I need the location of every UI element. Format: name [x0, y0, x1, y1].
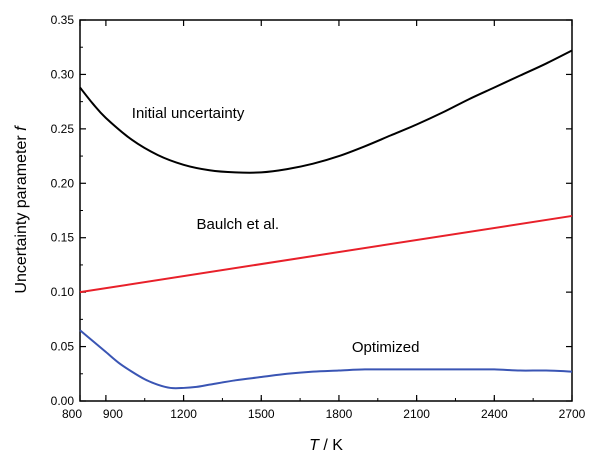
initial-uncertainty-line — [79, 49, 573, 174]
plot-frame — [79, 19, 573, 402]
x-axis-title: T / K — [309, 437, 343, 454]
y-tick-label: 0.00 — [51, 394, 75, 408]
x-tick-label: 1800 — [326, 407, 353, 421]
x-tick-label: 800 — [62, 407, 82, 421]
y-tick-label: 0.05 — [51, 340, 75, 354]
y-axis-variable: f — [13, 125, 30, 131]
x-tick-label: 1500 — [248, 407, 275, 421]
x-axis-unit: / K — [319, 437, 343, 454]
y-tick-label: 0.20 — [51, 176, 75, 190]
optimized-line — [79, 329, 573, 390]
initial-uncertainty-label: Initial uncertainty — [132, 105, 245, 122]
y-axis-title: Uncertainty parameter f — [13, 125, 30, 294]
y-tick-label: 0.15 — [51, 231, 75, 245]
y-tick-label: 0.30 — [51, 67, 75, 81]
y-tick-label: 0.25 — [51, 122, 75, 136]
baulch-line — [79, 214, 573, 294]
optimized-label: Optimized — [352, 339, 420, 356]
ticks: 800 900 1200 1500 1800 2100 2400 2700 0.00 0.05 0.… — [51, 13, 586, 421]
x-tick-label: 2700 — [559, 407, 586, 421]
y-axis-label: Uncertainty parameter — [13, 131, 30, 294]
series-lines — [79, 49, 573, 390]
x-tick-label: 900 — [103, 407, 123, 421]
y-tick-label: 0.35 — [51, 13, 75, 27]
x-tick-label: 1200 — [170, 407, 197, 421]
x-axis-variable: T — [309, 437, 320, 454]
x-tick-label: 2400 — [481, 407, 508, 421]
annotations: Initial uncertainty Baulch et al. Optimize… — [132, 105, 420, 356]
baulch-label: Baulch et al. — [197, 216, 280, 233]
x-tick-label: 2100 — [403, 407, 430, 421]
y-tick-label: 0.10 — [51, 285, 75, 299]
